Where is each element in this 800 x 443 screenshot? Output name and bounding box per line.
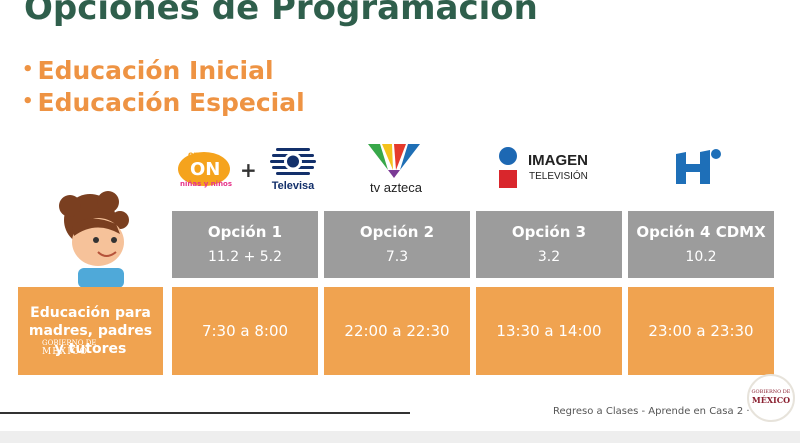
once-sub-text: niñas y niños — [180, 180, 232, 188]
option-1-time: 7:30 a 8:00 — [172, 287, 318, 375]
imagen-bottom-text: TELEVISIÓN — [529, 169, 588, 182]
channel-numbers: 10.2 — [685, 249, 717, 265]
footer-text: Regreso a Clases - Aprende en Casa 2 · 7 — [553, 406, 760, 417]
imagen-television-logo: IMAGEN TELEVISIÓN — [499, 147, 588, 188]
tv-azteca-logo: tv azteca — [368, 144, 423, 195]
bottom-band — [0, 431, 800, 443]
option-label: Opción 1 — [207, 223, 283, 241]
channel-numbers: 3.2 — [537, 249, 561, 265]
option-2-time: 22:00 a 22:30 — [324, 287, 470, 375]
option-label: Opción 2 — [359, 223, 435, 241]
once-ninas-ninos-logo: once ON niñas y niños — [178, 150, 232, 188]
option-label: Opción 3 — [511, 223, 587, 241]
once-top-text: once — [188, 150, 210, 159]
televisa-text: Televisa — [272, 180, 315, 192]
bullet-item: • Educación Inicial — [22, 56, 274, 85]
once-main-text: ON — [190, 159, 220, 180]
option-3-time: 13:30 a 14:00 — [476, 287, 622, 375]
bullet-list: • Educación Inicial • Educación Especial — [22, 54, 305, 118]
bullet-item: • Educación Especial — [22, 88, 305, 117]
plus-sign: + — [240, 158, 257, 182]
televisa-logo: Televisa — [270, 148, 316, 192]
imagen-top-text: IMAGEN — [528, 152, 588, 169]
channel-numbers: 7.3 — [385, 249, 409, 265]
tv-azteca-text: tv azteca — [370, 180, 423, 195]
page-title: Opciones de Programación — [24, 0, 538, 28]
option-4-time: 23:00 a 23:30 — [628, 287, 774, 375]
h-channel-logo — [676, 149, 721, 184]
option-2-header: Opción 2 7.3 — [324, 211, 470, 278]
footer-divider — [0, 412, 410, 414]
child-illustration — [59, 191, 129, 288]
channel-numbers: 11.2 + 5.2 — [207, 249, 283, 265]
option-4-header: Opción 4 CDMX 10.2 — [628, 211, 774, 278]
audience-label: Educación para madres, padres y tutores — [18, 287, 163, 375]
option-3-header: Opción 3 3.2 — [476, 211, 622, 278]
government-seal: GOBIERNO DE MÉXICO — [747, 374, 795, 422]
option-1-header: Opción 1 11.2 + 5.2 — [172, 211, 318, 278]
option-label: Opción 4 CDMX — [636, 223, 766, 241]
government-logo-small: GOBIERNO DE MÉXICO — [42, 339, 97, 357]
